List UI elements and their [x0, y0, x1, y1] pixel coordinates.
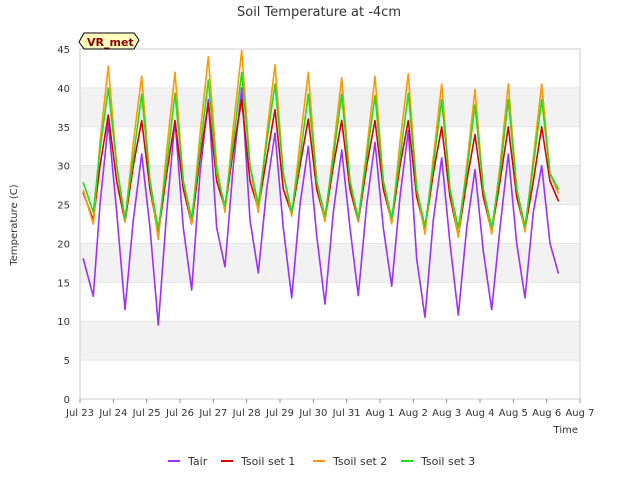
x-tick-label: Jul 24: [98, 408, 127, 419]
x-tick-label: Aug 4: [465, 408, 494, 419]
station-badge-label: VR_met: [87, 36, 134, 49]
station-badge: VR_met: [78, 32, 140, 50]
legend-label: Tsoil set 3: [420, 455, 475, 468]
x-tick-label: Jul 31: [332, 408, 361, 419]
station-badge-shape: [78, 32, 140, 50]
plot-border: [79, 48, 581, 400]
y-tick-label: 40: [57, 84, 70, 95]
chart-title: Soil Temperature at -4cm: [237, 5, 401, 20]
grid-band: [80, 87, 580, 127]
series-lines: [82, 49, 560, 326]
legend-label: Tsoil set 2: [332, 455, 387, 468]
x-axis-label: Time: [553, 425, 578, 436]
x-tick-label: Jul 28: [232, 408, 261, 419]
series-line-tsoil-set-3: [82, 71, 560, 231]
x-tick-label: Jul 26: [165, 408, 194, 419]
x-tick-label: Jul 30: [298, 408, 327, 419]
y-axis-label: Temperature (C): [9, 184, 20, 266]
x-tick-label: Jul 27: [198, 408, 227, 419]
y-axis-ticks: 0 5 10 15 20 25 30 35 40 45: [57, 45, 70, 406]
x-tick-label: Aug 6: [532, 408, 561, 419]
y-tick-label: 45: [57, 45, 70, 56]
x-tick-label: Jul 29: [265, 408, 294, 419]
y-tick-label: 15: [57, 278, 70, 289]
x-tick-label: Aug 2: [399, 408, 428, 419]
grid-band: [80, 321, 580, 361]
y-tick-label: 25: [57, 201, 70, 212]
x-tick-label: Aug 3: [432, 408, 461, 419]
x-axis-ticks: Jul 23 Jul 24 Jul 25 Jul 26 Jul 27 Jul 28 Jul …: [65, 399, 595, 419]
x-tick-label: Aug 1: [365, 408, 394, 419]
legend-label: Tair: [187, 455, 208, 468]
y-tick-label: 35: [57, 123, 70, 134]
y-tick-label: 10: [57, 317, 70, 328]
y-tick-label: 20: [57, 239, 70, 250]
y-tick-label: 5: [64, 356, 70, 367]
series-line-tair: [82, 87, 560, 326]
x-tick-label: Jul 25: [132, 408, 161, 419]
legend: Tair Tsoil set 1 Tsoil set 2 Tsoil set 3: [168, 455, 475, 468]
grid-bands: [80, 48, 580, 400]
legend-label: Tsoil set 1: [240, 455, 295, 468]
y-tick-label: 0: [64, 395, 70, 406]
x-tick-label: Aug 7: [565, 408, 594, 419]
x-tick-label: Aug 5: [499, 408, 528, 419]
x-tick-label: Jul 23: [65, 408, 94, 419]
y-tick-label: 30: [57, 162, 70, 173]
